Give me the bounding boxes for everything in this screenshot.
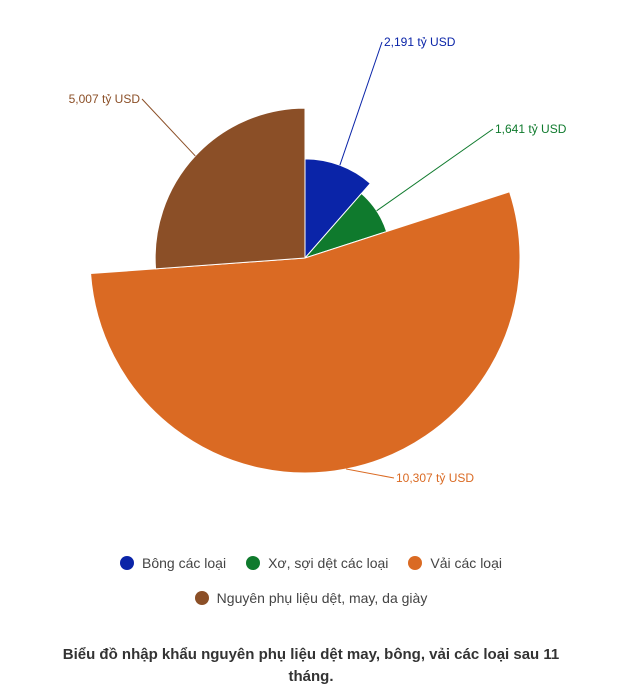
legend-item-vai[interactable]: Vải các loại bbox=[408, 555, 502, 571]
leader-line-bong bbox=[339, 41, 383, 166]
pie-chart: 2,191 tỷ USD 1,641 tỷ USD 10,307 tỷ USD 5,0… bbox=[69, 35, 567, 485]
leader-line-nguyen-phu-lieu bbox=[141, 98, 196, 157]
legend-label-vai: Vải các loại bbox=[430, 555, 502, 571]
legend-dot-bong bbox=[120, 556, 135, 570]
legend-row-1: Bông các loại Xơ, sợi dệt các loại Vải c… bbox=[0, 555, 622, 571]
pie-slice-nguyen-phu-lieu[interactable] bbox=[154, 107, 306, 270]
leader-line-xo-soi bbox=[376, 128, 494, 212]
leader-line-vai bbox=[346, 468, 395, 479]
legend-dot-vai bbox=[408, 556, 423, 570]
legend-item-nguyen-phu-lieu[interactable]: Nguyên phụ liệu dệt, may, da giày bbox=[194, 590, 428, 606]
legend-label-xo-soi: Xơ, sợi dệt các loại bbox=[268, 555, 389, 571]
data-label-bong: 2,191 tỷ USD bbox=[384, 35, 456, 49]
legend-dot-xo-soi bbox=[246, 556, 261, 570]
data-label-nguyen-phu-lieu: 5,007 tỷ USD bbox=[69, 92, 141, 106]
legend-dot-nguyen-phu-lieu bbox=[194, 591, 209, 605]
chart-title: Biểu đồ nhập khẩu nguyên phụ liệu dệt ma… bbox=[62, 646, 560, 685]
data-label-vai: 10,307 tỷ USD bbox=[396, 471, 474, 485]
data-label-xo-soi: 1,641 tỷ USD bbox=[495, 122, 567, 136]
legend-row-2: Nguyên phụ liệu dệt, may, da giày bbox=[0, 590, 622, 606]
pie-slice-bong[interactable] bbox=[304, 158, 371, 260]
legend-label-bong: Bông các loại bbox=[142, 555, 227, 571]
legend-item-xo-soi[interactable]: Xơ, sợi dệt các loại bbox=[246, 555, 388, 571]
legend-label-nguyen-phu-lieu: Nguyên phụ liệu dệt, may, da giày bbox=[216, 590, 428, 606]
legend-item-bong[interactable]: Bông các loại bbox=[120, 555, 226, 571]
